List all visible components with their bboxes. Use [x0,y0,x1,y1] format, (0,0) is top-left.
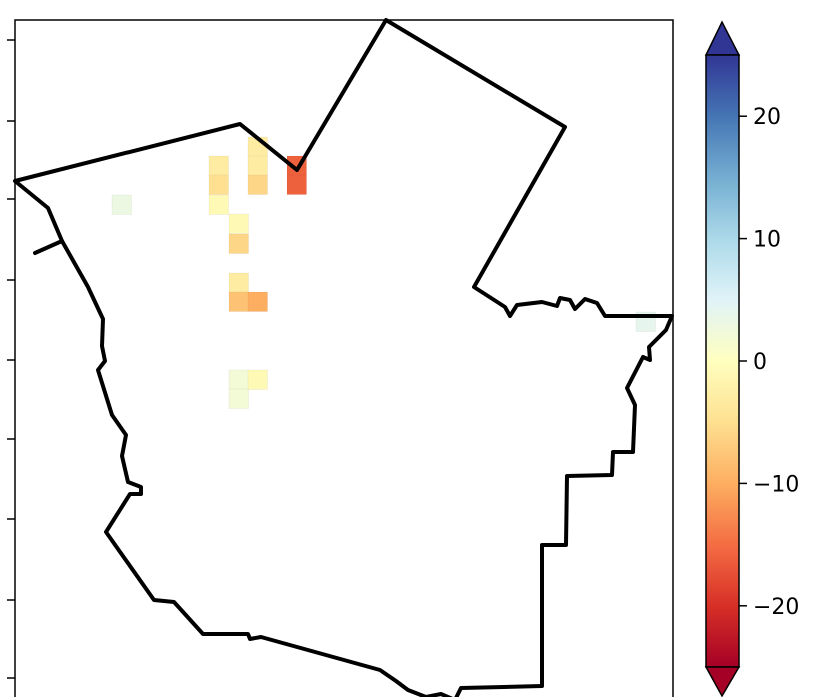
colorbar-tick-label: −10 [753,472,799,497]
data-cell [208,194,229,215]
colorbar-ticks: 20 10 0 −10 −20 [739,105,799,620]
data-cell [228,291,249,312]
colorbar-extend-min [704,666,741,697]
data-cell [228,233,249,254]
colorbar-tick-label: 20 [753,105,781,130]
colorbar-tick-label: 10 [753,228,781,253]
colorbar: 20 10 0 −10 −20 [704,20,799,697]
data-cell [111,194,132,215]
data-cell [247,369,268,390]
data-cell [228,272,249,293]
data-cell [228,388,249,409]
boundary-spur [33,239,64,255]
colorbar-extend-max [704,20,741,56]
data-cell [228,369,249,390]
colorbar-tick-label: −20 [753,595,799,620]
data-cell [208,155,229,176]
data-cell [247,155,268,176]
region-boundary [13,18,674,697]
colorbar-body [705,54,740,668]
data-cell [247,174,268,195]
data-cell [208,174,229,195]
left-axis-ticks [7,39,15,679]
data-cells [111,136,656,409]
data-cell [286,174,307,195]
data-cell [247,291,268,312]
data-cell [228,213,249,234]
map-axes-frame [14,19,674,697]
colorbar-tick-label: 0 [753,350,767,375]
